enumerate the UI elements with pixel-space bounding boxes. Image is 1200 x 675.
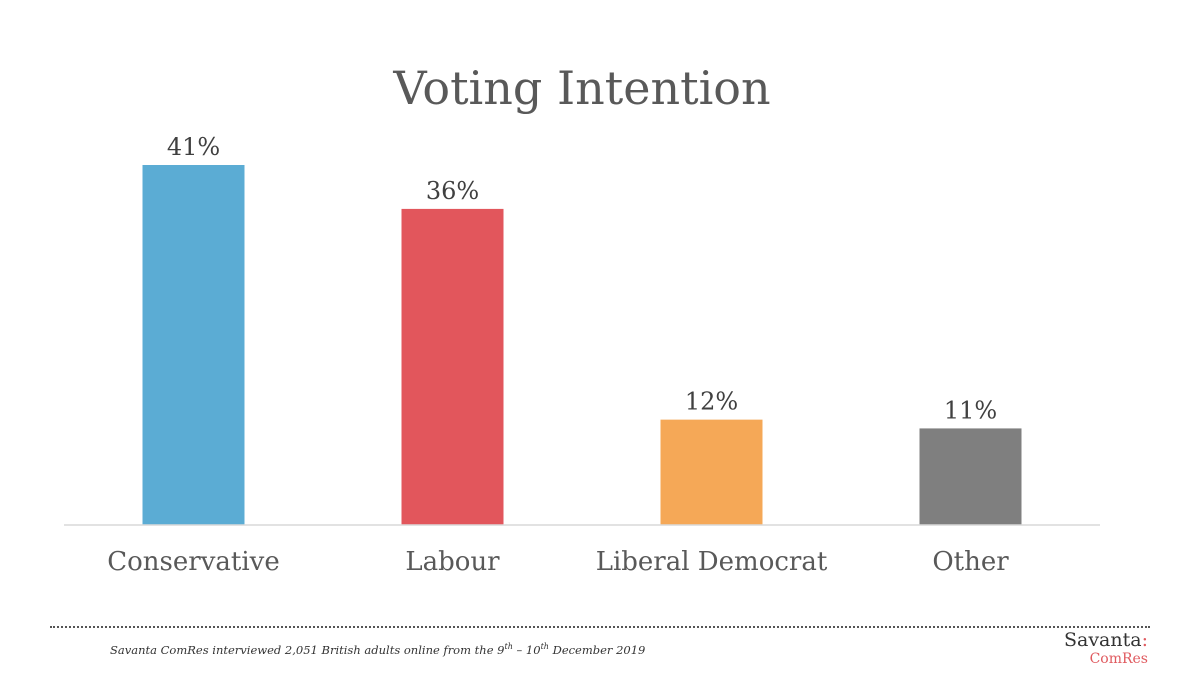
logo-colon: : [1141, 629, 1148, 651]
bar-labour [401, 208, 504, 525]
bar-conservative [142, 165, 245, 525]
bar-liberal-democrat [660, 419, 763, 525]
bar-other [919, 428, 1022, 525]
footnote-text-2: – 10 [512, 642, 541, 657]
footnote-text-1: Savanta ComRes interviewed 2,051 British… [110, 642, 505, 657]
chart-title: Voting Intention [392, 61, 770, 115]
category-label-labour: Labour [405, 547, 500, 577]
methodology-footnote: Savanta ComRes interviewed 2,051 British… [110, 642, 645, 657]
value-label-conservative: 41% [167, 133, 220, 161]
value-label-labour: 36% [426, 177, 479, 205]
value-label-liberal-democrat: 12% [685, 388, 738, 416]
footnote-sup-2: th [540, 642, 549, 651]
footnote-text-3: December 2019 [548, 642, 646, 657]
logo-savanta-text: Savanta [1063, 629, 1142, 651]
bars: 41% Conservative 36% Labour 12% Liberal Democ… [107, 133, 1022, 577]
category-label-liberal-democrat: Liberal Democrat [596, 547, 828, 577]
savanta-comres-logo: Savanta: ComRes [1063, 629, 1148, 667]
footer-divider [50, 626, 1150, 628]
value-label-other: 11% [944, 396, 997, 424]
category-label-other: Other [932, 547, 1009, 577]
category-label-conservative: Conservative [107, 547, 279, 577]
logo-comres-text: ComRes [1089, 651, 1148, 667]
footnote-sup-1: th [504, 642, 513, 651]
